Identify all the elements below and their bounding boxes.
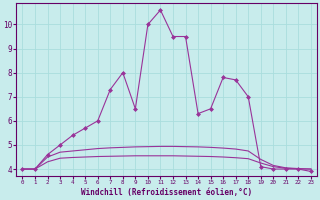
X-axis label: Windchill (Refroidissement éolien,°C): Windchill (Refroidissement éolien,°C) (81, 188, 252, 197)
